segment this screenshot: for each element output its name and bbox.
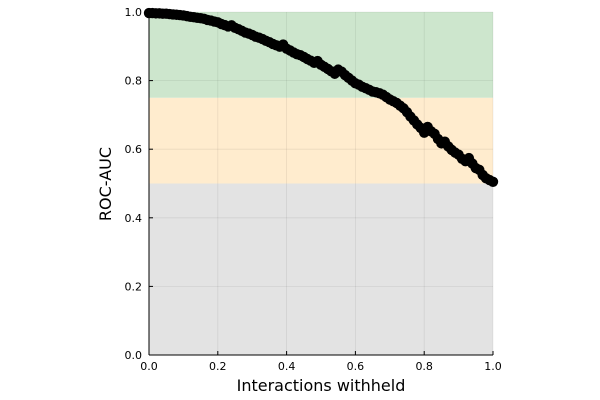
y-tick-label: 1.0	[125, 6, 143, 19]
x-axis-title: Interactions withheld	[237, 376, 406, 395]
y-tick-label: 0.2	[125, 280, 143, 293]
band-0	[149, 183, 493, 355]
y-axis-title: ROC-AUC	[96, 147, 115, 221]
x-tick-label: 1.0	[484, 360, 502, 373]
data-points	[143, 7, 499, 187]
grid-lines	[148, 11, 494, 356]
axes	[148, 11, 494, 356]
x-tick-label: 0.6	[347, 360, 365, 373]
y-tick-label: 0.6	[125, 143, 143, 156]
x-tick-label: 0.2	[209, 360, 227, 373]
y-tick-label: 0.4	[125, 212, 143, 225]
tick-labels: 0.0 0.2 0.4 0.6 0.8 1.0 0.0 0.2 0.4 0.6 0.8 1.0	[125, 6, 502, 373]
x-tick-label: 0.4	[278, 360, 296, 373]
x-tick-label: 0.0	[140, 360, 158, 373]
data-point	[487, 176, 499, 187]
x-tick-label: 0.8	[415, 360, 433, 373]
y-tick-label: 0.0	[125, 349, 143, 362]
y-tick-label: 0.8	[125, 75, 143, 88]
band-2	[149, 12, 493, 98]
